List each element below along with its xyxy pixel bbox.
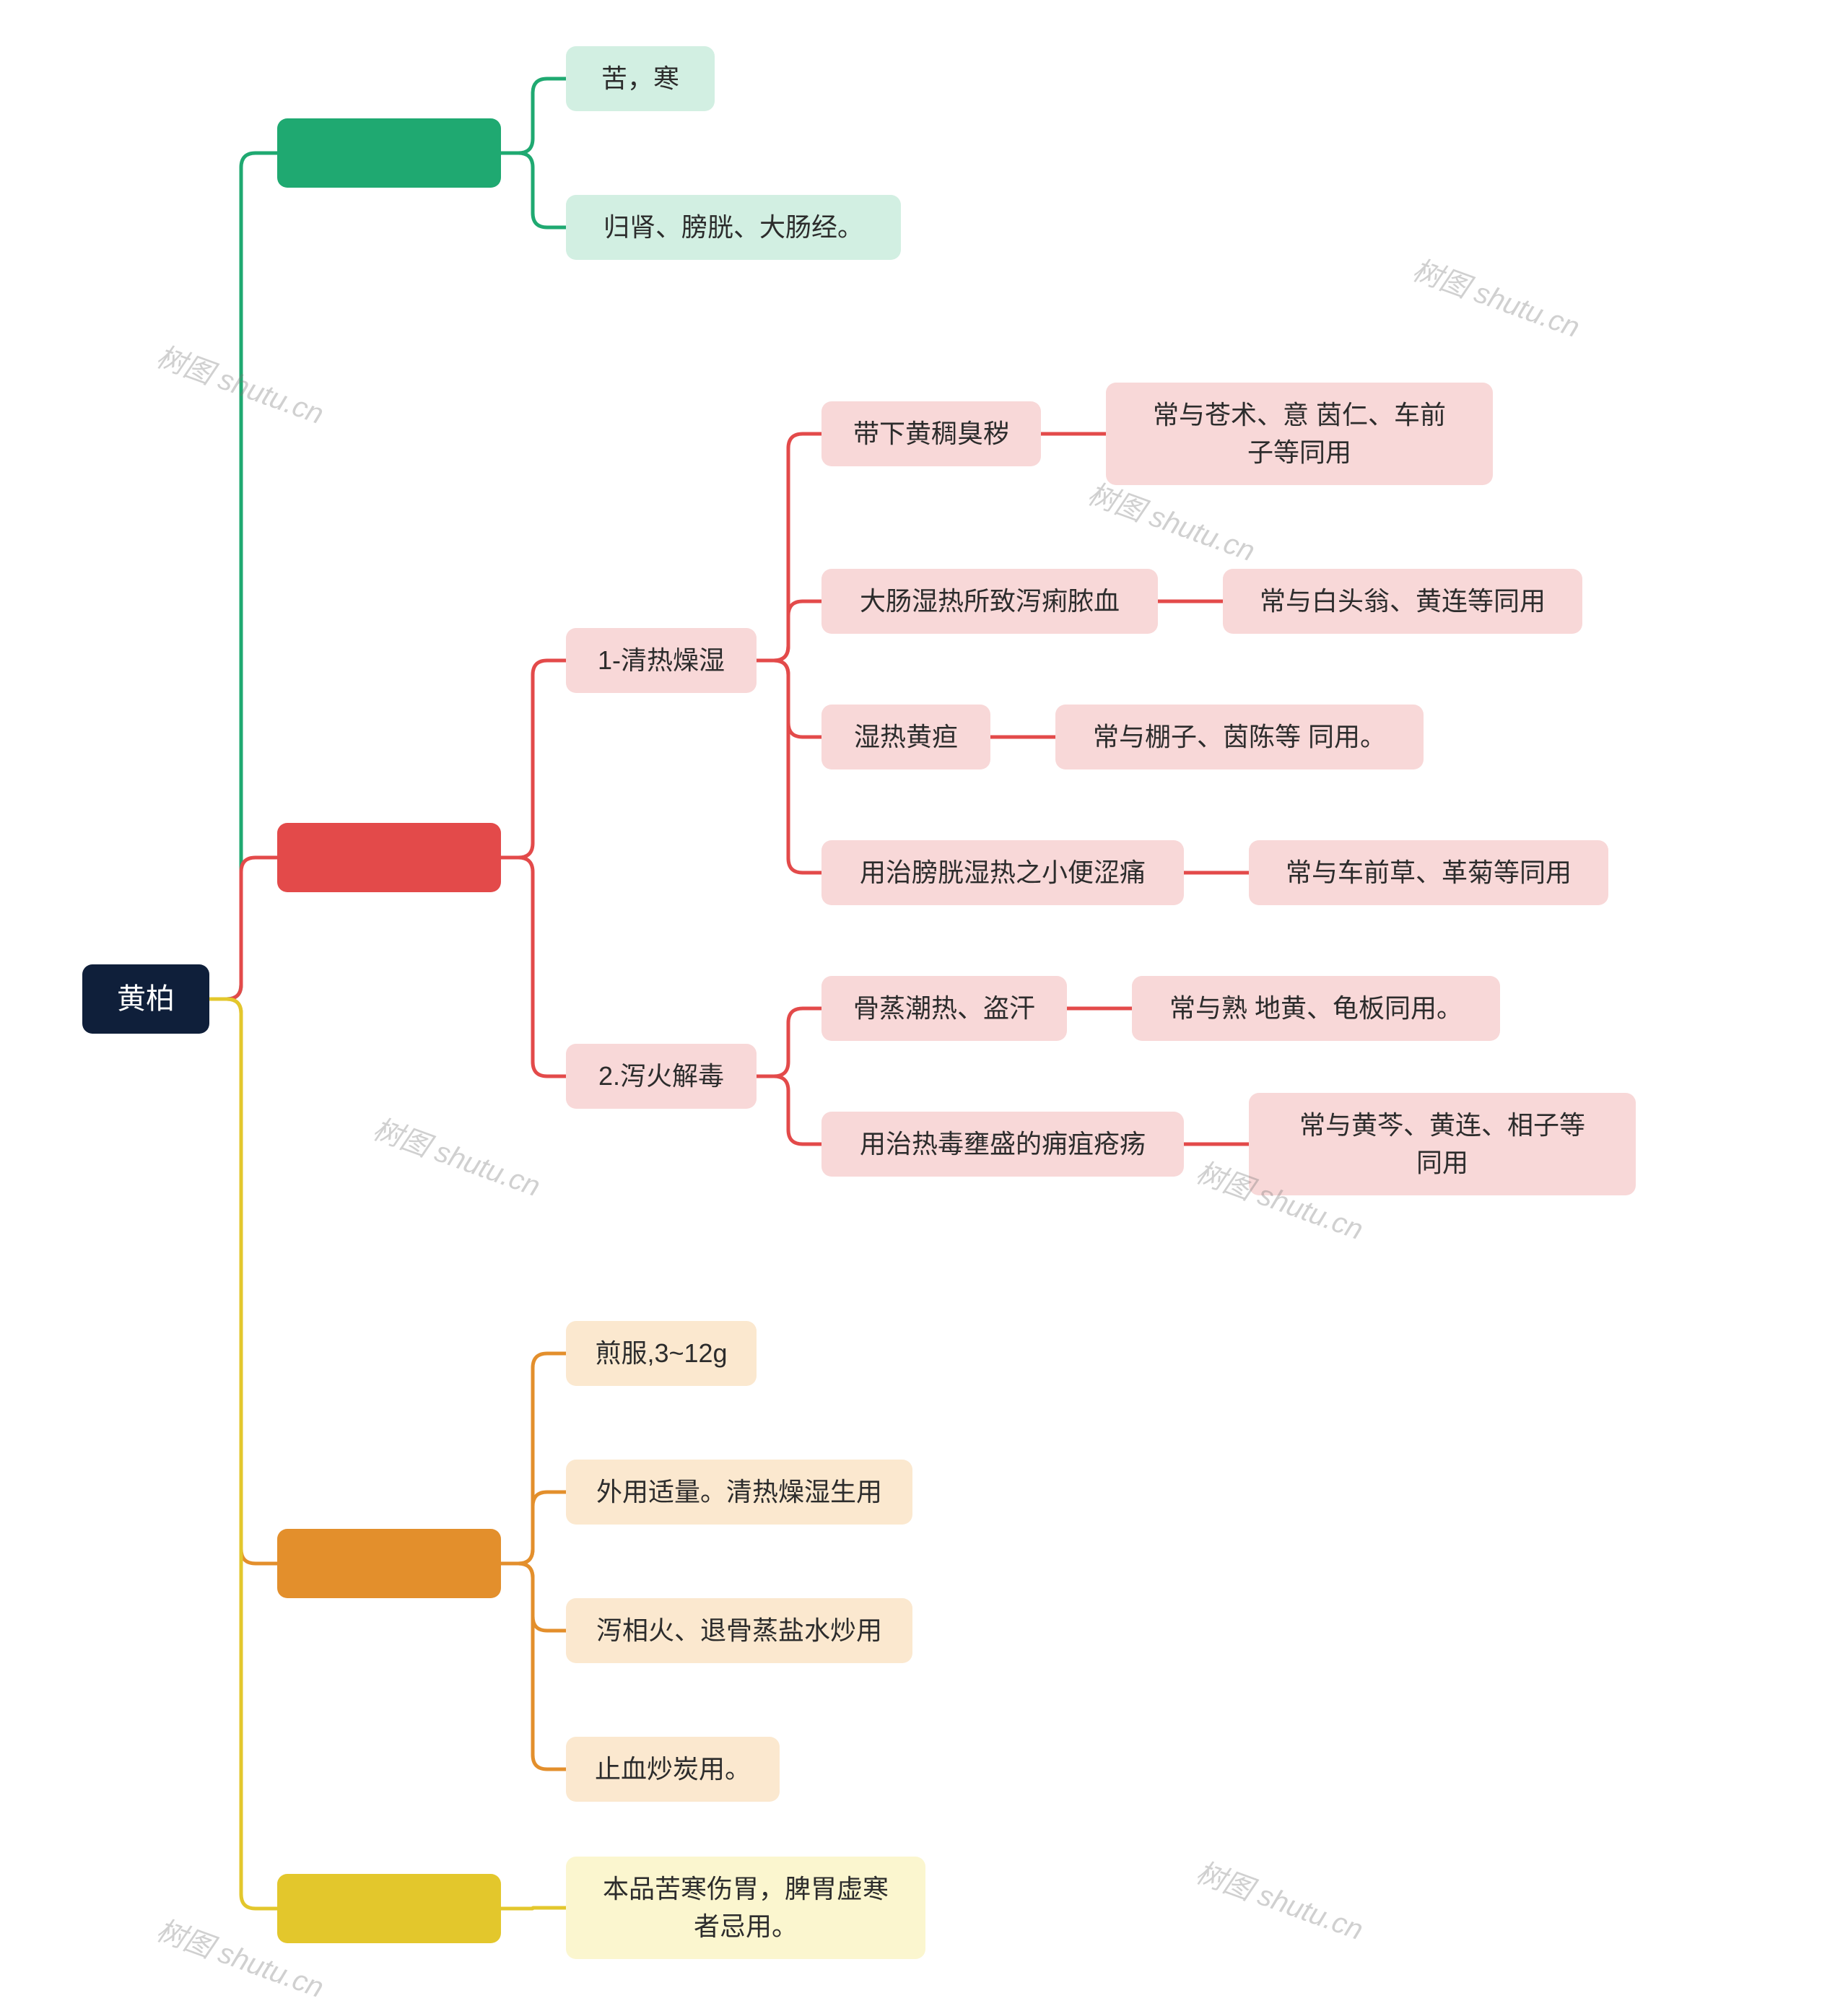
connector [209,999,277,1564]
watermark: 树图 shutu.cn [1408,247,1587,346]
node-1-1-0-0: 常与熟 地黄、龟板同用。 [1132,976,1500,1041]
connector [501,1353,566,1564]
connector [757,1008,821,1076]
node-0-1: 归肾、膀胱、大肠经。 [566,195,901,260]
branch-node-1 [277,823,501,892]
connector [501,1564,566,1769]
root-node: 黄柏 [82,964,209,1034]
connector [501,1908,566,1909]
connector [501,153,566,227]
connector [501,858,566,1076]
connector [209,999,277,1909]
branch-node-0 [277,118,501,188]
node-1-1-1: 用治热毒壅盛的痈疽疮疡 [821,1112,1184,1177]
node-1-1-0: 骨蒸潮热、盗汗 [821,976,1067,1041]
node-1-0-2-0: 常与棚子、茵陈等 同用。 [1055,705,1424,769]
watermark: 树图 shutu.cn [152,333,331,432]
mindmap-canvas: 黄柏 苦，寒归肾、膀胱、大肠经。 1-清热燥湿 带下黄稠臭秽常与苍术、意 茵仁、车前 … [0,0,1848,1992]
node-0-0: 苦，寒 [566,46,715,111]
branch-node-2 [277,1529,501,1598]
connector [501,1492,566,1564]
connector [757,434,821,660]
watermark: 树图 shutu.cn [1191,1849,1370,1948]
connector [757,601,821,660]
connector [209,153,277,999]
node-3-0: 本品苦寒伤胃，脾胃虚寒 者忌用。 [566,1857,925,1959]
connector [501,79,566,153]
node-2-0: 煎服,3~12g [566,1321,757,1386]
node-1-0-3: 用治膀胱湿热之小便涩痛 [821,840,1184,905]
node-1-0-2: 湿热黄疸 [821,705,990,769]
connector [501,1564,566,1631]
node-1-1-1-0: 常与黄芩、黄连、相子等 同用 [1249,1093,1636,1195]
connector [757,660,821,873]
node-2-2: 泻相火、退骨蒸盐水炒用 [566,1598,912,1663]
watermark: 树图 shutu.cn [1083,471,1262,570]
node-2-1: 外用适量。清热燥湿生用 [566,1460,912,1525]
node-1-0-1: 大肠湿热所致泻痢脓血 [821,569,1158,634]
connector [757,660,821,737]
node-2-3: 止血炒炭用。 [566,1737,780,1802]
node-1-0-1-0: 常与白头翁、黄连等同用 [1223,569,1582,634]
node-1-1: 2.泻火解毒 [566,1044,757,1109]
watermark: 树图 shutu.cn [368,1106,547,1205]
connector [501,660,566,858]
node-1-0-0: 带下黄稠臭秽 [821,401,1041,466]
node-1-0-0-0: 常与苍术、意 茵仁、车前 子等同用 [1106,383,1493,485]
node-1-0: 1-清热燥湿 [566,628,757,693]
node-1-0-3-0: 常与车前草、革菊等同用 [1249,840,1608,905]
connector [757,1076,821,1144]
branch-node-3 [277,1874,501,1943]
connector [209,858,277,999]
